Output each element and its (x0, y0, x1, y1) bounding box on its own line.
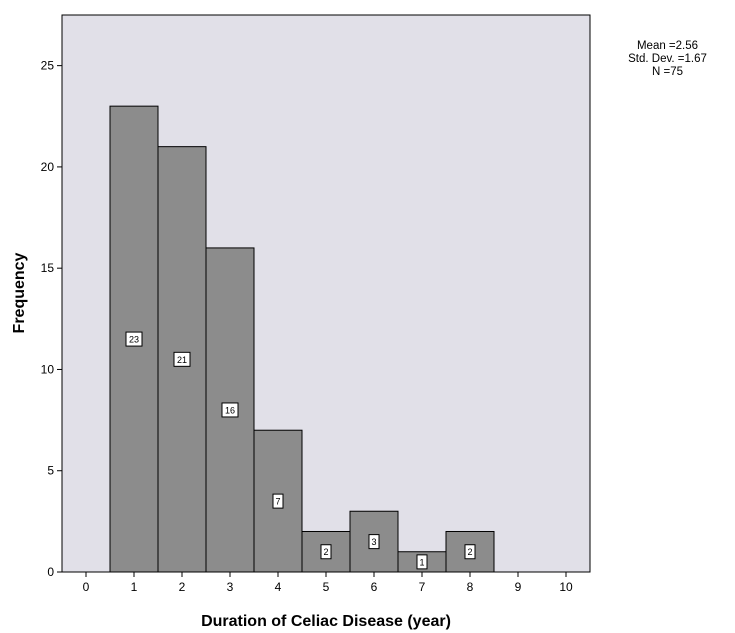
data-label-6: 3 (371, 537, 376, 547)
data-label-box-4 (272, 493, 284, 509)
x-tick-label-6: 6 (371, 580, 378, 594)
x-tick-label-3: 3 (227, 580, 234, 594)
data-label-box-7 (416, 554, 428, 570)
x-tick-label-8: 8 (467, 580, 474, 594)
data-label-box-8 (464, 544, 476, 560)
data-label-1: 23 (129, 335, 139, 345)
data-label-8: 2 (467, 547, 472, 557)
x-tick-label-1: 1 (131, 580, 138, 594)
x-tick-label-9: 9 (515, 580, 522, 594)
y-tick-label-0: 0 (47, 565, 54, 579)
x-tick-label-5: 5 (323, 580, 330, 594)
data-label-4: 7 (275, 497, 280, 507)
y-tick-label-25: 25 (41, 59, 55, 73)
x-axis: 0 1 2 3 4 5 6 7 8 9 10 (83, 572, 573, 594)
y-axis-label: Frequency (11, 252, 28, 333)
y-tick-label-10: 10 (41, 362, 55, 376)
stats-legend: Mean =2.56 Std. Dev. =1.67 N =75 (620, 40, 715, 79)
data-label-box-3 (221, 402, 239, 418)
data-label-box-5 (320, 544, 332, 560)
y-tick-label-15: 15 (41, 261, 55, 275)
x-tick-label-7: 7 (419, 580, 426, 594)
data-label-box-6 (368, 534, 380, 550)
stats-n: N =75 (651, 66, 683, 78)
x-axis-label: Duration of Celiac Disease (year) (201, 613, 451, 630)
data-label-3: 16 (225, 405, 235, 415)
data-label-box-2 (173, 351, 191, 367)
x-tick-label-0: 0 (83, 580, 90, 594)
data-label-5: 2 (323, 547, 328, 557)
y-tick-label-5: 5 (47, 464, 54, 478)
x-tick-label-10: 10 (559, 580, 573, 594)
stats-std-dev: Std. Dev. =1.67 (628, 53, 707, 65)
y-tick-label-20: 20 (41, 160, 55, 174)
data-label-7: 1 (419, 557, 424, 567)
x-tick-label-4: 4 (275, 580, 282, 594)
stats-mean: Mean =2.56 (636, 40, 699, 52)
y-axis: 0 5 10 15 20 25 (41, 59, 62, 579)
data-label-2: 21 (177, 355, 187, 365)
data-label-box-1 (125, 331, 143, 347)
x-tick-label-2: 2 (179, 580, 186, 594)
